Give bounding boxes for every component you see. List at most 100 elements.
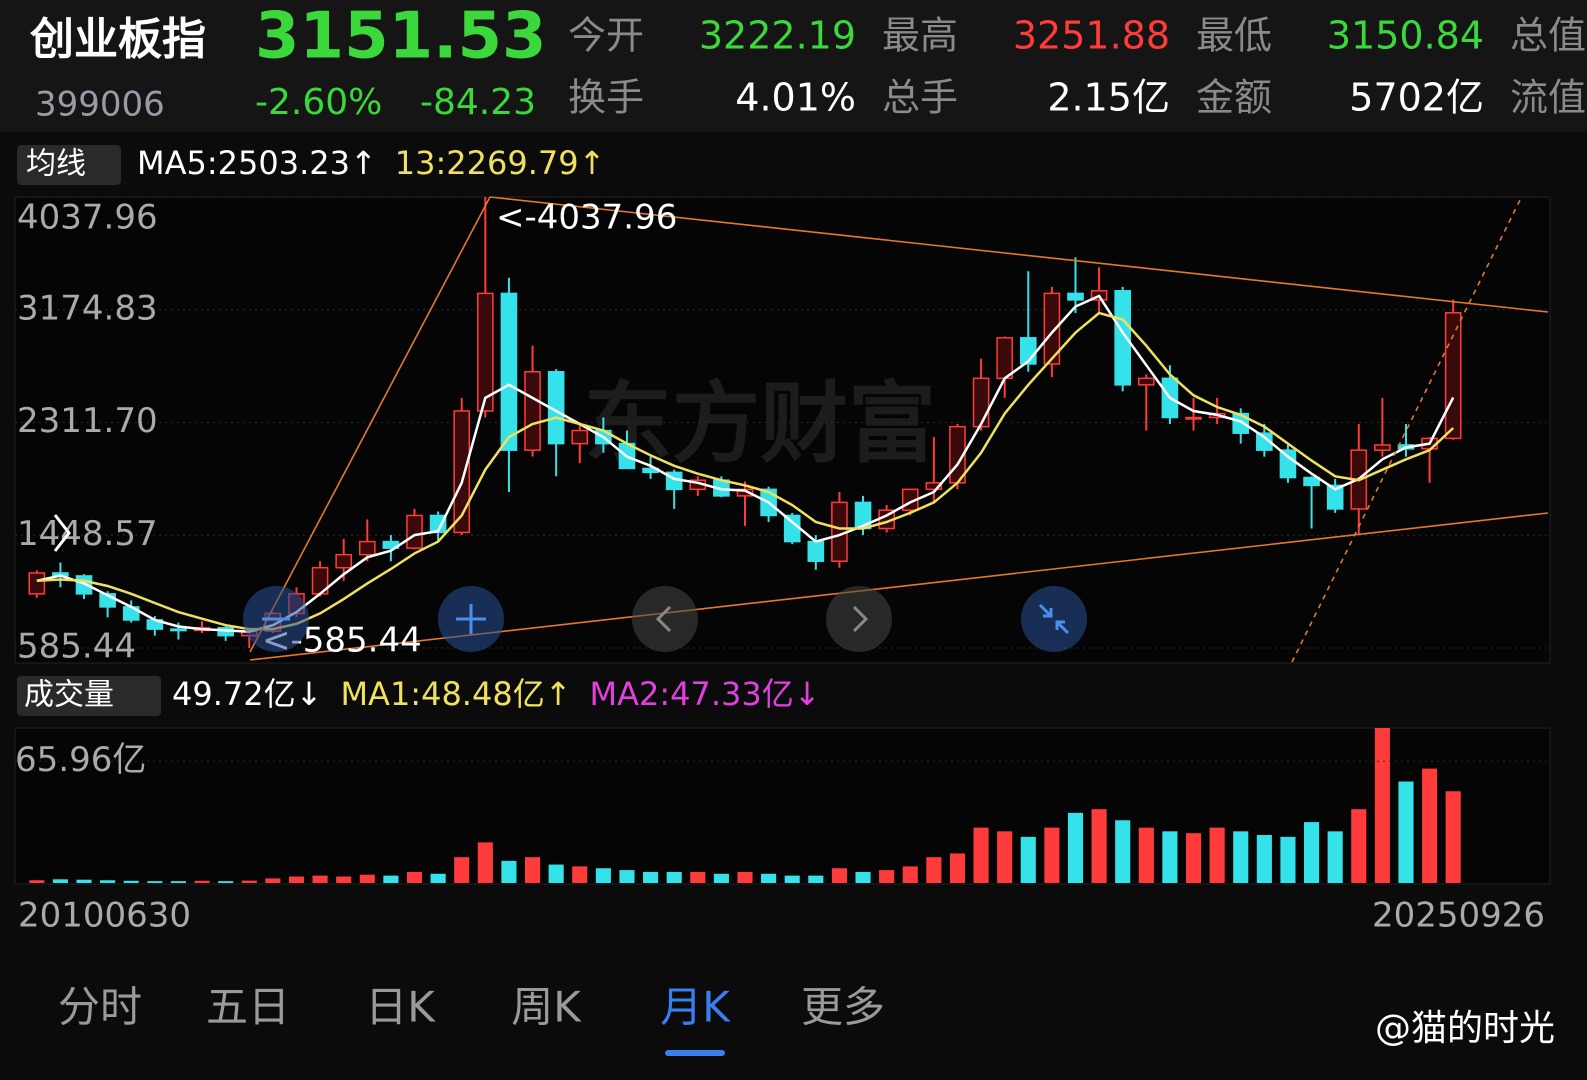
tab[interactable]: 更多 (801, 983, 885, 1032)
field-label: 今开 (568, 14, 644, 58)
volume-bar (383, 875, 399, 883)
change-pct: -2.60% (255, 82, 382, 123)
tab[interactable]: 日K (365, 983, 436, 1032)
ma-selector[interactable] (17, 145, 121, 185)
volume-bar (406, 871, 423, 883)
volume-bar (76, 879, 92, 883)
volume-bar (241, 880, 257, 883)
control-icon (655, 605, 869, 633)
candle-body (358, 540, 376, 556)
candle-body (1256, 432, 1273, 451)
volume-bar (548, 864, 564, 883)
next-button[interactable] (826, 586, 892, 652)
ma-legend: 13:2269.79↑ (395, 144, 606, 182)
tab[interactable]: 五日 (206, 983, 290, 1032)
x-tick-label: 20100630 (18, 896, 191, 936)
candle-body (500, 292, 518, 451)
prev-button[interactable] (632, 586, 698, 652)
candle-body (1279, 449, 1297, 479)
volume-bar (1233, 831, 1249, 883)
volume-selector-label: 成交量 (24, 678, 114, 713)
volume-bar (218, 881, 234, 883)
volume-bar (1374, 728, 1390, 883)
volume-panel (14, 727, 1551, 885)
candle-body (783, 514, 801, 543)
field-value: 3251.88 (1013, 14, 1170, 58)
high-annotation: <-4037.96 (496, 198, 677, 238)
candle-body (807, 540, 825, 562)
field-value: 3222.19 (699, 14, 856, 58)
volume-bar (288, 876, 305, 883)
volume-bar (1327, 831, 1343, 883)
field-value: 4.01% (735, 76, 856, 120)
candle-body (335, 553, 352, 569)
volume-legend: MA1:48.48亿↑ (340, 675, 571, 713)
volume-bar (123, 880, 139, 883)
volume-bar (265, 878, 281, 883)
volume-bar (359, 874, 375, 883)
candle-body (996, 337, 1013, 380)
volume-bar (949, 853, 966, 883)
volume-bar (29, 880, 45, 883)
trend-line (249, 196, 491, 653)
volume-bar (1256, 835, 1272, 883)
candle-body (1374, 444, 1391, 451)
candle-body (453, 410, 471, 534)
candle-body (1067, 292, 1084, 301)
volume-bar (1185, 833, 1202, 883)
collapse-button[interactable] (1021, 586, 1087, 652)
price-panel (14, 196, 1551, 664)
tab[interactable]: 分时 (58, 983, 142, 1032)
candle-body (571, 429, 589, 445)
volume-bar (879, 870, 895, 883)
field-label: 金额 (1196, 76, 1272, 120)
y-tick-label: 65.96亿 (15, 740, 146, 780)
y-tick-label: 1448.57 (17, 514, 158, 554)
volume-bar (477, 842, 493, 883)
volume-bar (666, 871, 682, 883)
field-label: 总手 (882, 76, 958, 120)
y-tick-label: 4037.96 (17, 198, 158, 238)
volume-bar (194, 880, 210, 883)
tab[interactable]: 月K (660, 983, 731, 1032)
control-icon (262, 604, 486, 634)
volume-bar (1162, 831, 1178, 883)
volume-bar (808, 875, 824, 883)
candle-body (170, 628, 187, 632)
volume-bar (501, 860, 517, 883)
tab[interactable]: 周K (511, 983, 582, 1032)
control-icon (1038, 603, 1070, 635)
volume-bar (902, 866, 918, 883)
candle-body (1043, 292, 1061, 365)
candle-body (925, 482, 943, 491)
volume-bar (1091, 809, 1107, 883)
index-name: 创业板指 (30, 14, 206, 65)
volume-bar (430, 873, 446, 883)
candle-body (1185, 416, 1202, 420)
y-tick-label: 585.44 (17, 627, 136, 667)
field-label: 最低 (1196, 14, 1272, 58)
volume-bar (1020, 836, 1036, 883)
candle-body (406, 514, 423, 549)
volume-selector[interactable] (17, 676, 161, 716)
volume-legend: 49.72亿↓ (172, 675, 322, 713)
volume-bar (100, 880, 116, 883)
x-tick-label: 20250926 (1372, 896, 1545, 936)
volume-bar (1044, 827, 1060, 883)
volume-bar (52, 879, 68, 883)
tab-bar: 分时 五日 日K 周K 月K 更多 (58, 983, 885, 1056)
quote-bar (0, 0, 1587, 132)
volume-bar (997, 831, 1013, 883)
volume-bar (1398, 781, 1414, 883)
change: -84.23 (420, 82, 536, 123)
volume-bar (761, 873, 777, 883)
volume-bar (1304, 822, 1320, 883)
volume-bar (1280, 836, 1296, 883)
volume-bar (1209, 827, 1225, 883)
volume-bar (1115, 820, 1131, 883)
expand-arrow[interactable] (53, 514, 71, 552)
candle-body (429, 514, 447, 534)
volume-bar (170, 881, 186, 883)
